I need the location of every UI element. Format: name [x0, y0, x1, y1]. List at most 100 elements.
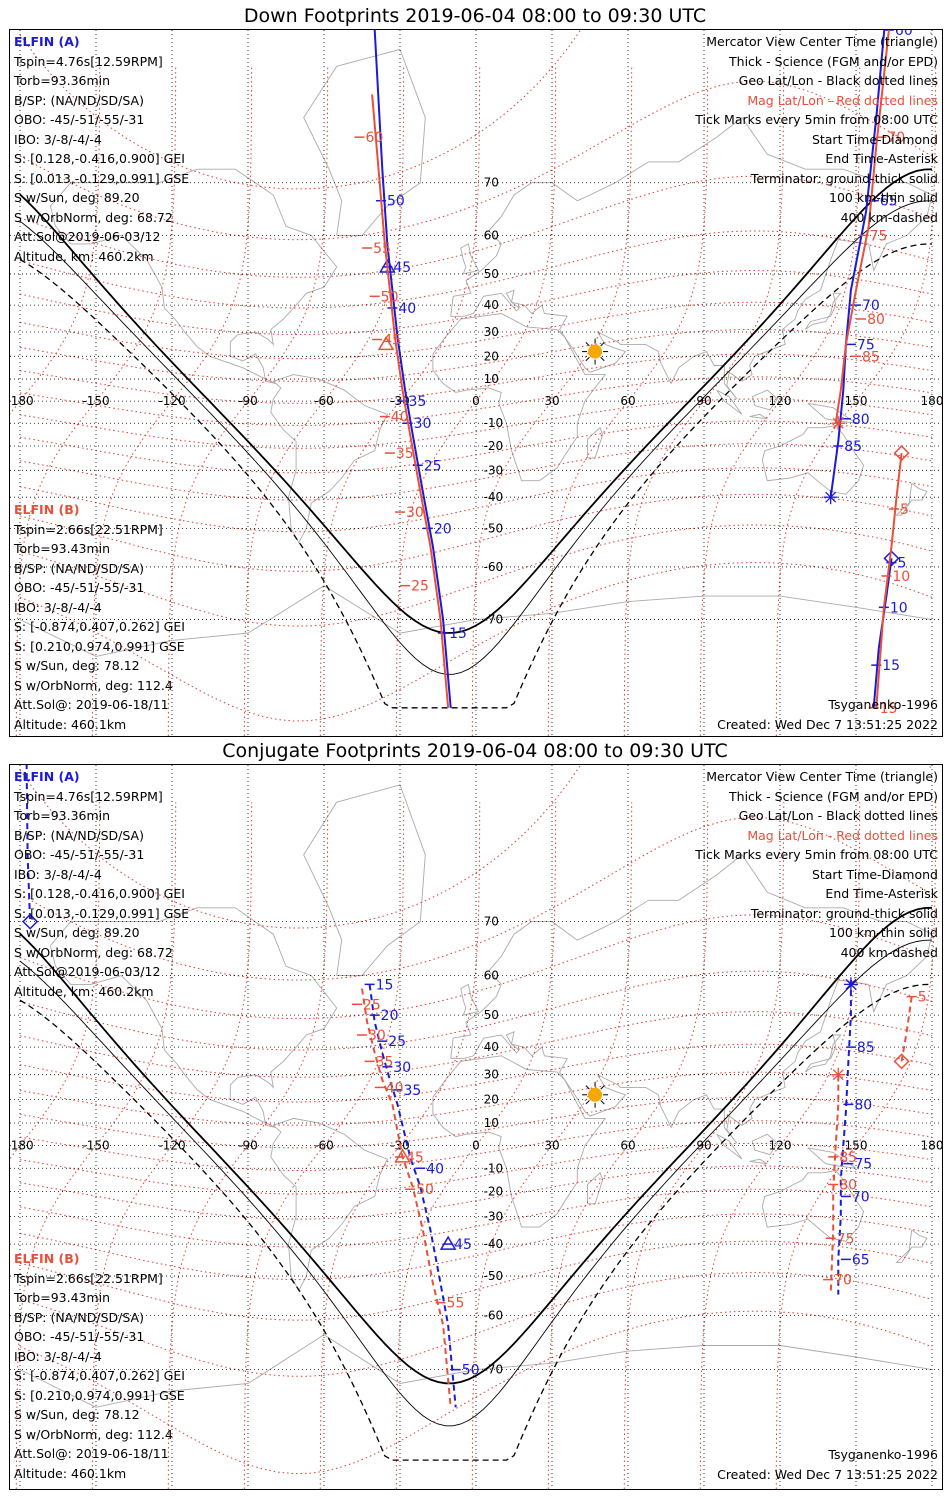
lon-tick-label: 0 [472, 394, 480, 408]
coastline [460, 243, 480, 275]
mag-lon-line [319, 66, 481, 736]
legend-item: Mag Lat/Lon - Red dotted lines [747, 92, 938, 108]
lat-tick-label: -50 [484, 521, 504, 535]
legend-item: 100 km-thin solid [829, 925, 938, 940]
elfin-a-line: Tspin=4.76s[12.59RPM] [14, 53, 163, 69]
lon-tick-label: -120 [158, 1139, 185, 1153]
elfin-b-info: ELFIN (B) Tspin=2.66s[22.51RPM] Torb=93.… [14, 500, 185, 734]
track-time-label: 75 [837, 1231, 855, 1247]
track-time-label: 85 [844, 439, 862, 455]
legend-item: Thick - Science (FGM and/or EPD) [729, 788, 938, 804]
elfin-a-line: Altitude, km: 460.2km [14, 248, 154, 264]
elfin-b-line: OBO: -45/-51/-55/-31 [14, 1329, 145, 1344]
sun-ray [600, 1085, 605, 1090]
terminator [19, 983, 933, 1461]
elfin-b-line: S: [0.210,0.974,0.991] GSE [14, 638, 185, 654]
coastline [751, 1133, 779, 1156]
model-label: Tsyganenko-1996 [828, 1447, 938, 1462]
map-panel-down: -180 -150 -120 -90 -60 -30 0 30 60 90 120 150 180 70 6… [9, 29, 943, 737]
track-time-label: 25 [424, 458, 442, 474]
elfin-b-line: IBO: 3/-8/-4/-4 [14, 599, 102, 615]
coastline [270, 1117, 388, 1292]
track-time-label: 70 [852, 1189, 870, 1205]
elfin-a-title: ELFIN (A) [14, 769, 80, 784]
coastline [270, 374, 388, 544]
track-time-label: 45 [454, 1237, 472, 1253]
lat-tick-label: 50 [484, 267, 499, 281]
coastline [751, 389, 779, 411]
lat-tick-label: -40 [484, 1237, 504, 1251]
track-time-label: 85 [862, 349, 880, 365]
footer: Tsyganenko-1996 Created: Wed Dec 7 13:51… [717, 1445, 938, 1484]
mag-lat-line [19, 524, 933, 627]
track-time-label: 35 [403, 1083, 421, 1099]
lon-tick-label: 30 [544, 394, 559, 408]
lat-tick-label: -20 [484, 1185, 504, 1199]
legend-item: Thick - Science (FGM and/or EPD) [729, 53, 938, 69]
lon-tick-label: -120 [158, 394, 185, 408]
track-time-label: 40 [386, 1080, 404, 1096]
elfin-b-line: Att.Sol@: 2019-06-18/11 [14, 697, 169, 712]
track-time-label: 15 [882, 658, 900, 674]
track-time-label: 45 [406, 1150, 424, 1166]
track-time-label: 80 [867, 312, 885, 328]
end-time-asterisk [845, 978, 857, 990]
elfin-a-line: S: [0.013,-0.129,0.991] GSE [14, 170, 190, 186]
legend: Mercator View Center Time (triangle) Thi… [695, 32, 938, 227]
lat-tick-label: 30 [484, 325, 499, 339]
elfin-a-line: IBO: 3/-8/-4/-4 [14, 866, 102, 882]
track-time-label: 30 [406, 505, 424, 521]
elfin-a-line: S w/Sun, deg: 89.20 [14, 925, 140, 940]
track-time-label: 55 [447, 1296, 465, 1312]
mag-lat-line [19, 376, 933, 426]
elfin-b-line: OBO: -45/-51/-55/-31 [14, 580, 145, 595]
lat-tick-label: -10 [484, 416, 504, 430]
orbit-track [829, 1074, 840, 1295]
elfin-a-line: S: [0.013,-0.129,0.991] GSE [14, 905, 190, 921]
panel-title-down: Down Footprints 2019-06-04 08:00 to 09:3… [243, 5, 707, 27]
elfin-a-info: ELFIN (A) Tspin=4.76s[12.59RPM] Torb=93.… [14, 767, 189, 1001]
elfin-a-line: S: [0.128,-0.416,0.900] GEI [14, 886, 185, 901]
elfin-b-line: Tspin=2.66s[22.51RPM] [14, 521, 163, 537]
track-time-label: 40 [426, 1161, 444, 1177]
mag-lat-line [19, 765, 933, 929]
coastline [432, 1055, 607, 1228]
lon-tick-label: 150 [845, 394, 868, 408]
elfin-b-line: Altitude: 460.1km [14, 1465, 127, 1481]
mag-lat-line [19, 1071, 933, 1126]
coastline [716, 1133, 743, 1160]
elfin-b-line: Torb=93.43min [14, 1290, 111, 1305]
sun-ray [600, 1100, 605, 1105]
end-time-asterisk [825, 491, 837, 503]
mag-lon-line [699, 66, 861, 736]
lon-tick-label: 150 [845, 1139, 868, 1153]
terminator [19, 939, 933, 1427]
terminator [19, 168, 933, 634]
lat-tick-label: 40 [484, 1040, 499, 1054]
legend-item: 400 km-dashed [840, 209, 938, 225]
lat-tick-label: 20 [484, 1093, 499, 1107]
model-label: Tsyganenko-1996 [828, 697, 938, 712]
track-time-label: 25 [388, 1034, 406, 1050]
legend-item: Tick Marks every 5min from 08:00 UTC [695, 847, 938, 862]
elfin-a-line: S w/Sun, deg: 89.20 [14, 190, 140, 205]
lat-tick-label: 20 [484, 349, 499, 363]
mag-lon-line [395, 66, 557, 736]
lon-tick-label: 120 [769, 1139, 792, 1153]
mag-lon-line [15, 66, 177, 736]
track-time-label: 15 [376, 977, 394, 993]
elfin-b-line: Att.Sol@: 2019-06-18/11 [14, 1446, 169, 1461]
legend-item: Start Time-Diamond [811, 131, 938, 147]
center-time-triangle [394, 1148, 411, 1163]
mag-lat-line [19, 329, 933, 382]
track-time-label: 15 [880, 701, 898, 717]
coastline [761, 425, 865, 495]
lat-tick-label: 60 [484, 969, 499, 983]
elfin-a-line: Att.Sol@2019-06-03/12 [14, 964, 161, 979]
elfin-a-line: S w/OrbNorm, deg: 68.72 [14, 209, 173, 225]
mag-lon-line [167, 66, 329, 736]
elfin-a-line: Torb=93.36min [14, 808, 111, 823]
track-time-label: 20 [381, 1008, 399, 1024]
orbit-track [837, 980, 852, 1295]
elfin-a-line: Altitude, km: 460.2km [14, 983, 154, 999]
